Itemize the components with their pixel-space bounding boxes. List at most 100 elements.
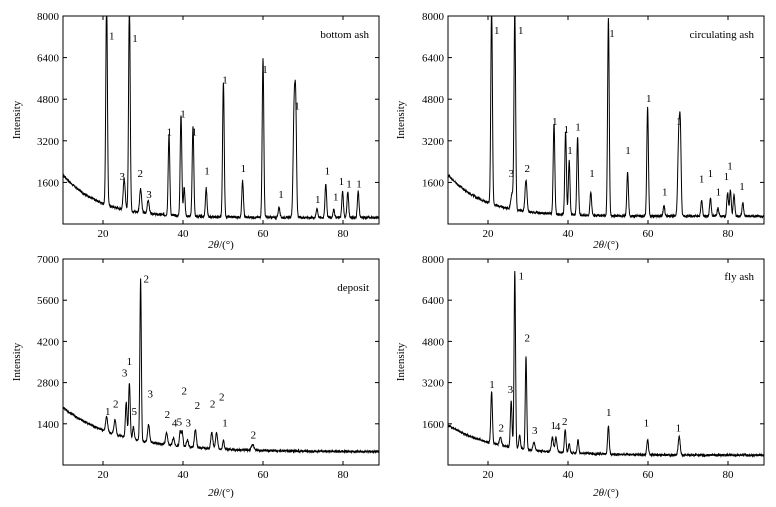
peak-label: 1 <box>494 25 500 37</box>
y-tick-label: 6400 <box>37 53 60 65</box>
y-tick-label: 1600 <box>422 419 445 431</box>
x-axis-label: 2θ/(°) <box>593 487 619 499</box>
peak-label: 1 <box>105 406 111 418</box>
peak-label: 1 <box>676 423 682 435</box>
peak-label: 1 <box>644 417 650 429</box>
x-tick-label: 80 <box>338 228 350 240</box>
peak-label: 1 <box>589 168 595 180</box>
panel-label: fly ash <box>724 271 754 283</box>
peak-label: 2 <box>562 416 568 428</box>
y-tick-label: 6400 <box>422 295 445 307</box>
peak-label: 4 <box>555 421 561 433</box>
xrd-pattern-line <box>62 15 380 221</box>
peak-label: 2 <box>498 423 504 435</box>
peak-label: 1 <box>356 179 362 191</box>
peak-label: 3 <box>147 388 153 400</box>
panel-label: bottom ash <box>320 29 369 41</box>
y-tick-label: 4200 <box>37 336 60 348</box>
xrd-pattern-line <box>447 15 765 219</box>
peak-label: 1 <box>315 194 321 206</box>
peak-label: 1 <box>575 121 581 133</box>
peak-label: 2 <box>113 399 119 411</box>
peak-label: 1 <box>167 127 173 139</box>
peak-label: 3 <box>119 171 125 183</box>
y-axis-label: Intensity <box>11 100 23 139</box>
peak-label: 1 <box>132 33 138 45</box>
y-tick-label: 1600 <box>422 177 445 189</box>
peak-label: 1 <box>333 192 339 204</box>
plot-frame <box>62 258 380 466</box>
xrd-pattern-line <box>62 278 380 455</box>
peak-label: 1 <box>550 420 556 432</box>
peak-label: 2 <box>251 430 257 442</box>
y-tick-label: 7000 <box>37 254 60 266</box>
y-tick-label: 4800 <box>422 94 445 106</box>
peak-label: 5 <box>131 406 137 418</box>
peak-label: 2 <box>165 409 171 421</box>
y-tick-label: 1600 <box>37 177 60 189</box>
axis-ticks: 20 40 60 80 1400 2800 4200 5600 7000 <box>37 254 379 481</box>
peak-label: 3 <box>146 189 152 201</box>
peak-label: 1 <box>339 176 345 188</box>
peak-label: 1 <box>222 418 228 430</box>
peak-label: 1 <box>564 124 570 136</box>
peak-label: 4 <box>172 418 178 430</box>
x-axis-label-unit: /(°) <box>604 487 619 499</box>
axis-ticks: 20 40 60 80 1600 3200 4800 6400 8000 <box>37 11 379 240</box>
peak-label: 1 <box>262 64 268 76</box>
x-axis-label-unit: /(°) <box>604 239 619 251</box>
x-tick-label: 80 <box>723 228 735 240</box>
peak-label: 2 <box>524 163 530 175</box>
x-tick-label: 60 <box>643 469 655 481</box>
y-tick-label: 4800 <box>37 94 60 106</box>
peak-label: 1 <box>724 171 730 183</box>
y-tick-label: 3200 <box>422 378 445 390</box>
x-tick-label: 40 <box>563 228 575 240</box>
y-tick-label: 8000 <box>422 254 445 266</box>
axis-ticks: 20 40 60 80 1600 3200 4800 6400 8000 <box>422 11 764 240</box>
y-axis-label: Intensity <box>11 342 23 381</box>
y-axis-label: Intensity <box>395 100 407 139</box>
y-tick-label: 3200 <box>422 136 445 148</box>
peak-label: 1 <box>191 127 197 139</box>
x-axis-label-theta: 2θ <box>208 487 220 499</box>
peak-label: 1 <box>346 179 352 191</box>
xrd-pattern-line <box>447 270 765 459</box>
peak-label: 3 <box>508 168 514 180</box>
peak-label: 1 <box>127 356 133 368</box>
peak-label: 1 <box>646 93 652 105</box>
peak-label: 1 <box>567 145 573 157</box>
peak-label: 1 <box>489 379 495 391</box>
y-tick-label: 8000 <box>422 11 445 23</box>
peak-label: 1 <box>241 163 247 175</box>
peak-label: 2 <box>219 391 225 403</box>
peak-label: 1 <box>739 181 745 193</box>
x-axis-label-theta: 2θ <box>593 239 605 251</box>
peak-label: 2 <box>143 274 149 286</box>
x-axis-label-unit: /(°) <box>219 239 234 251</box>
peak-label: 2 <box>195 400 201 412</box>
peak-label: 1 <box>518 271 524 283</box>
y-tick-label: 3200 <box>37 136 60 148</box>
panel-label: circulating ash <box>690 29 755 41</box>
x-tick-label: 80 <box>723 469 735 481</box>
peak-label: 3 <box>122 368 128 380</box>
y-tick-label: 8000 <box>37 11 60 23</box>
peak-label: 2 <box>181 385 187 397</box>
peak-label: 1 <box>109 30 115 42</box>
peak-label: 1 <box>278 189 284 201</box>
y-tick-label: 4800 <box>422 336 445 348</box>
peak-label: 2 <box>137 168 143 180</box>
peak-label: 1 <box>204 166 210 178</box>
plot-frame <box>62 15 380 225</box>
peak-label: 3 <box>508 384 514 396</box>
y-tick-label: 2800 <box>37 378 60 390</box>
peak-label: 1 <box>699 173 705 185</box>
